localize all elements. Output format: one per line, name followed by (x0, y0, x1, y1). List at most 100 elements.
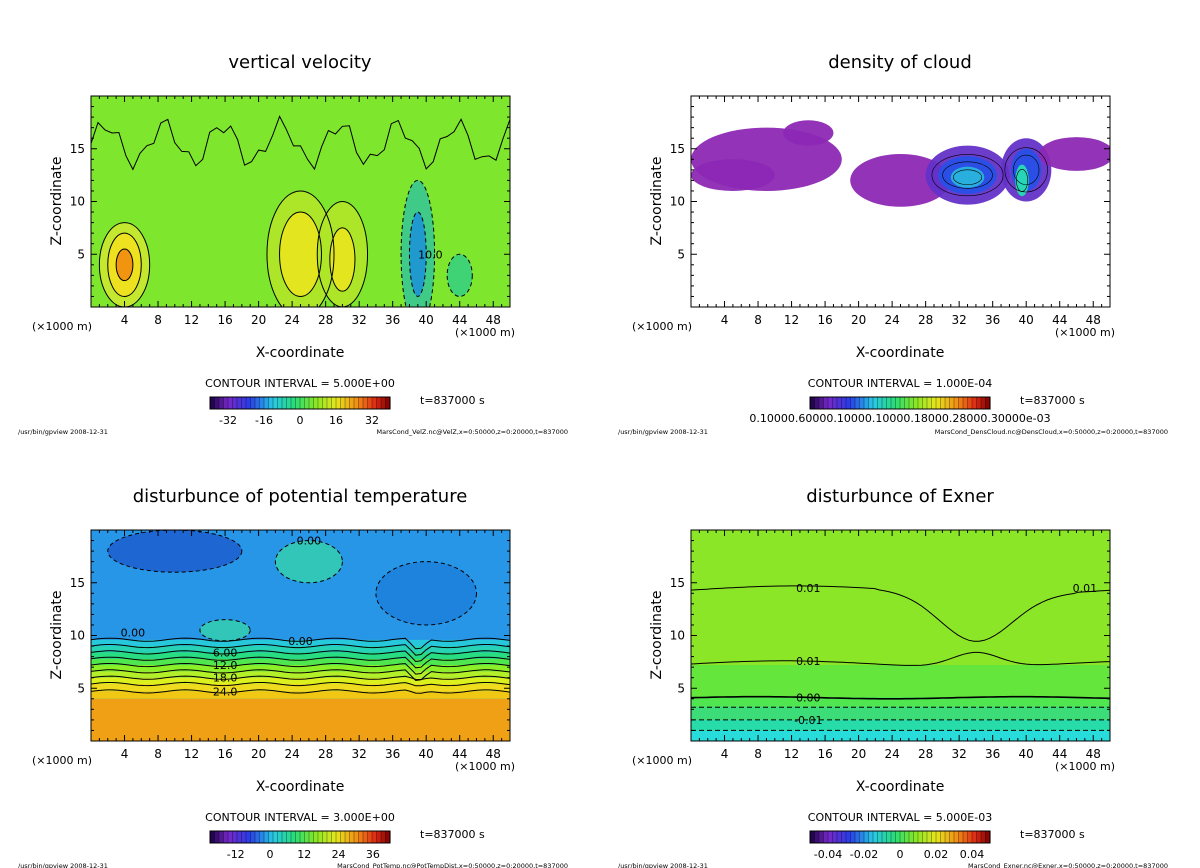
y-axis-label: Z-coordinate (49, 590, 65, 679)
colorbar-segment (863, 396, 870, 410)
contour-label: 0.01 (796, 582, 821, 595)
colorbar-segment (376, 830, 382, 844)
colorbar-segment (295, 830, 301, 844)
colorbar-segment (809, 830, 816, 844)
colorbar-segment (263, 830, 270, 844)
colorbar-segment (344, 396, 351, 410)
colorbar-segment (926, 396, 933, 410)
footer-right: MarsCond_PotTemp.nc@PotTempDist,x=0:5000… (337, 862, 568, 868)
contour-label: 24.0 (213, 685, 238, 698)
contour-line (115, 248, 134, 282)
x-tick-label: 4 (721, 313, 729, 327)
shade-feature (279, 212, 322, 297)
x-tick-label: 44 (452, 313, 467, 327)
colorbar-segment (254, 830, 261, 844)
colorbar-segment (223, 830, 229, 844)
shade-feature (199, 619, 251, 641)
colorbar-segment (367, 830, 373, 844)
colorbar-segment (958, 830, 964, 844)
colorbar-segment (322, 396, 328, 410)
colorbar-segment (236, 396, 243, 410)
contour-line (952, 169, 983, 185)
y-tick-label: 5 (77, 681, 85, 695)
contour-label: 0.00 (288, 635, 313, 648)
colorbar-segment (308, 396, 315, 410)
contour-line (91, 662, 510, 675)
colorbar-segment (290, 830, 297, 844)
x-tick-label: 12 (784, 313, 799, 327)
colorbar-segment (245, 830, 252, 844)
x-tick-label: 32 (352, 313, 367, 327)
contour-line (375, 561, 477, 626)
colorbar-frame (209, 830, 391, 844)
x-unit-right: (×1000 m) (1055, 760, 1115, 773)
colorbar-segment (304, 830, 310, 844)
colorbar-segment (286, 830, 292, 844)
colorbar-segment (850, 830, 856, 844)
colorbar-segment (281, 830, 288, 844)
colorbar-tick-label: 36 (366, 848, 380, 861)
contour-line (91, 656, 510, 669)
shade-feature (107, 530, 242, 573)
x-tick-label: 36 (985, 747, 1000, 761)
x-tick-label: 16 (817, 747, 832, 761)
colorbar-segment (922, 830, 928, 844)
x-tick-label: 48 (486, 313, 501, 327)
colorbar-segment (890, 830, 897, 844)
colorbar-segment (832, 830, 838, 844)
x-tick-label: 28 (318, 313, 333, 327)
colorbar-segment (895, 830, 901, 844)
colorbar-segment (317, 830, 324, 844)
contour-line (107, 232, 142, 297)
footer-right: MarsCond_Exner.nc@Exner,x=0:50000,z=0:20… (968, 862, 1168, 868)
y-tick-label: 15 (70, 576, 85, 590)
colorbar-segment (872, 396, 879, 410)
colorbar-tick-label: 32 (365, 414, 379, 427)
colorbar-segment (841, 830, 847, 844)
x-axis-label: X-coordinate (856, 345, 945, 361)
colorbar-segment (931, 830, 937, 844)
colorbar-segment (908, 396, 915, 410)
contour-line (91, 669, 510, 682)
contour-label: 0.00 (297, 535, 322, 548)
colorbar-segment (809, 396, 816, 410)
x-tick-label: 24 (884, 313, 899, 327)
colorbar-segment (353, 396, 360, 410)
colorbar-segment (308, 830, 315, 844)
colorbar-segment (967, 830, 973, 844)
shade-band (91, 698, 510, 741)
contour-line (274, 540, 343, 584)
footer-right: MarsCond_VelZ.nc@VelZ,x=0:50000,z=0:2000… (377, 428, 568, 436)
colorbar-segment (953, 396, 960, 410)
x-axis-label: X-coordinate (256, 345, 345, 361)
colorbar-segment (344, 830, 351, 844)
time-label: t=837000 s (1020, 394, 1085, 407)
contour-line (942, 161, 993, 189)
colorbar-segment (854, 830, 861, 844)
contour-line (316, 201, 369, 307)
colorbar-segment (935, 830, 942, 844)
colorbar-segment (236, 830, 243, 844)
x-tick-label: 44 (452, 747, 467, 761)
contour-line (931, 154, 1004, 197)
colorbar-segment (859, 396, 865, 410)
colorbar-tick-label: 0 (297, 414, 304, 427)
colorbar-segment (250, 396, 256, 410)
colorbar-segment (814, 830, 820, 844)
colorbar-frame (809, 830, 991, 844)
colorbar-segment (304, 396, 310, 410)
colorbar-segment (335, 830, 342, 844)
x-tick-label: 44 (1052, 313, 1067, 327)
contour-interval: CONTOUR INTERVAL = 5.000E-03 (808, 811, 992, 824)
contour-label: 0.01 (1073, 582, 1098, 595)
colorbar-tick-label: 24 (332, 848, 346, 861)
colorbar-segment (881, 830, 888, 844)
x-tick-label: 16 (817, 313, 832, 327)
shade-feature (691, 159, 775, 191)
x-tick-label: 8 (154, 313, 162, 327)
colorbar-segment (854, 396, 861, 410)
colorbar-segment (895, 396, 901, 410)
colorbar-segment (872, 830, 879, 844)
